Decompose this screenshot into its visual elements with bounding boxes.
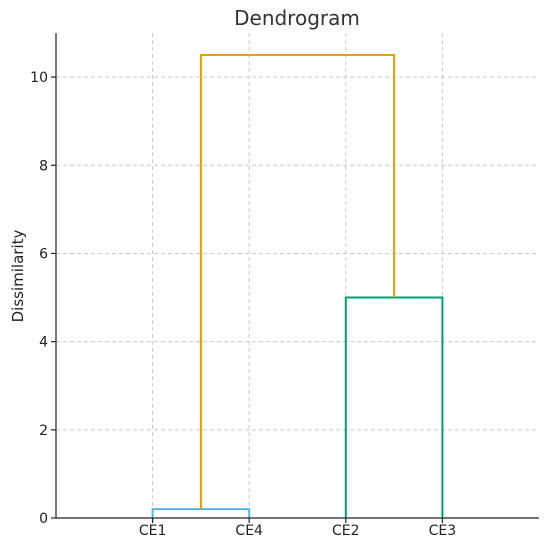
chart-title: Dendrogram: [234, 6, 360, 30]
y-tick-label: 10: [30, 70, 48, 86]
x-tick-label: CE4: [235, 523, 263, 539]
y-tick-label: 2: [39, 423, 48, 439]
dendrogram-link: [344, 296, 444, 518]
x-tick-label: CE3: [429, 523, 457, 539]
dendrogram-links: [151, 54, 444, 518]
dendrogram-link: [151, 508, 251, 518]
y-tick-label: 6: [39, 246, 48, 262]
grid: [56, 33, 539, 518]
axes: 0 2 4 6 8 10 CE1 CE4 CE2 CE3: [30, 33, 539, 539]
y-tick-label: 0: [39, 511, 48, 527]
y-tick-label: 4: [39, 335, 48, 351]
x-tick-label: CE2: [332, 523, 360, 539]
x-tick-label: CE1: [139, 523, 167, 539]
y-tick-label: 8: [39, 158, 48, 174]
dendrogram-link: [199, 54, 396, 510]
y-axis-label: Dissimilarity: [9, 230, 27, 323]
